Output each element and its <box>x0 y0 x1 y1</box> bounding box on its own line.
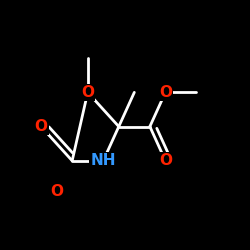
Text: O: O <box>34 119 48 134</box>
Text: NH: NH <box>90 153 116 168</box>
Text: O: O <box>50 184 63 199</box>
Text: O: O <box>159 85 172 100</box>
Text: O: O <box>81 85 94 100</box>
Text: O: O <box>159 153 172 168</box>
